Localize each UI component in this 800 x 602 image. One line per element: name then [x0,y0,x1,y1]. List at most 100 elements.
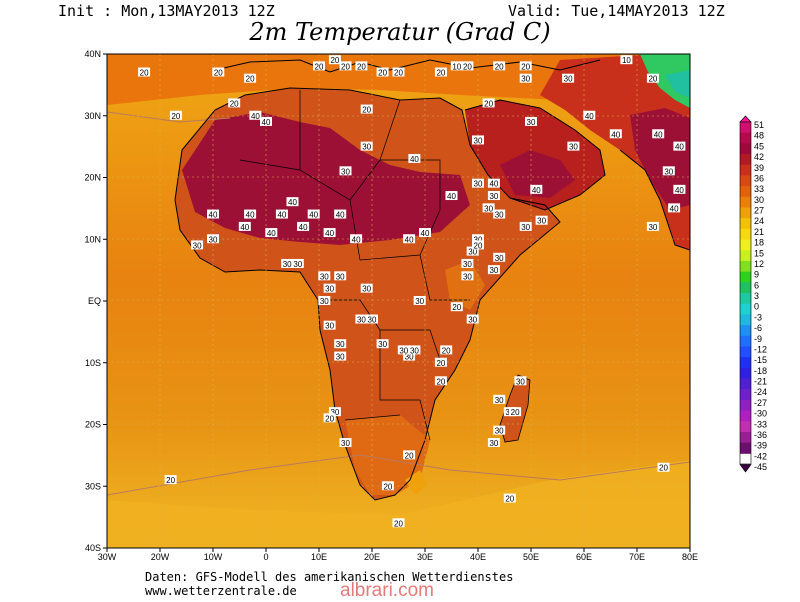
colorbar-label: 27 [754,206,764,216]
contour-label-box [472,234,484,244]
contour-label-box [355,314,368,324]
contour-label-box [138,67,151,77]
contour-label: 40 [288,198,297,207]
contour-label: 20 [659,464,668,473]
latitude-axis: 40N 30N 20N 10N EQ 10S 20S 30S 40S [84,49,107,553]
africa-coastline [174,87,561,501]
contour-label: 20 [521,62,530,71]
contour-label-box [328,55,341,65]
colorbar-label: 6 [754,280,759,290]
contour-label: 30 [463,272,472,281]
contour-label-box [360,104,373,114]
contour-label-box [313,61,325,71]
colorbar-top-arrow [739,115,752,123]
contour-label: 40 [585,112,594,121]
contour-label-box [519,61,532,71]
contour-label-box [334,339,347,349]
contour-label: 40 [421,229,430,238]
contour-label-box [350,234,363,244]
lon-tick-label: 20E [364,552,380,562]
colorbar-swatch [740,293,751,305]
contour-label: 30 [357,316,366,325]
temperature-zone-tibet-cold [640,54,690,108]
temperature-zone-tibet-cool [665,70,690,98]
contour-label: 30 [516,377,525,386]
contour-label-box [503,493,516,503]
contour-label-box [482,203,495,213]
contour-label: 20 [495,62,504,71]
contour-label: 20 [505,495,514,504]
contour-label: 40 [670,204,679,213]
contour-label-box [620,55,633,65]
lon-tick-label: 80E [682,552,698,562]
contour-label: 30 [495,396,504,405]
arabia-coastline [464,99,606,211]
contour-label: 30 [527,118,536,127]
contour-label: 40 [209,211,218,220]
contour-label-box [673,184,686,194]
contour-label: 30 [410,346,419,355]
contour-label: 30 [664,167,673,176]
contour-label: 30 [468,316,477,325]
colorbar-swatch [740,196,751,208]
contour-label: 20 [214,69,223,78]
contour-label: 30 [341,439,350,448]
colorbar-swatch [740,282,751,294]
contour-label: 40 [251,112,260,121]
colorbar-label: -15 [754,355,767,365]
colorbar-label: -9 [754,334,762,344]
contour-label-box [493,425,506,435]
contour-label: 30 [320,297,329,306]
colorbar-swatch [740,325,751,337]
contour-label-box [567,141,580,151]
colorbar-swatch [740,410,751,422]
contour-label: 20 [171,112,180,121]
colorbar-swatch [740,367,751,379]
contour-label: 20 [166,476,175,485]
contour-label-box [461,271,474,281]
contour-label: 30 [362,285,371,294]
contour-label-box [609,129,622,139]
contour-label-box [434,357,447,367]
contour-label: 20 [315,62,324,71]
colorbar-label: 30 [754,195,764,205]
colorbar-bottom-arrow [739,464,752,473]
contour-label: 30 [564,75,573,84]
lon-tick-label: 60E [576,552,592,562]
lon-tick-label: 40E [470,552,486,562]
contour-label: 10 [452,62,461,71]
colorbar-label: -27 [754,398,767,408]
contour-label-box [339,166,352,176]
contour-label: 30 [415,297,424,306]
contour-label-box [487,438,500,448]
contour-label: 40 [277,211,286,220]
india-coastline [619,149,690,251]
colorbar-label: -18 [754,366,767,376]
contour-label: 30 [193,241,202,250]
contour-label-box [493,61,506,71]
lon-tick-label: 30E [417,552,433,562]
contour-label: 30 [378,340,387,349]
colorbar-label: 48 [754,131,764,141]
contour-label-box [207,234,219,244]
temperature-zone-arabia-core [500,150,575,198]
contour-label-box [323,320,336,330]
colorbar-swatch [740,186,751,198]
contour-label-box [413,296,426,305]
contour-label-box [493,394,506,404]
contour-label: 30 [489,439,498,448]
colorbar-label: -33 [754,419,767,429]
contour-label: 40 [325,229,334,238]
colorbar-swatch [740,154,751,166]
contour-label-box [461,258,474,268]
colorbar-label: 12 [754,259,764,269]
contour-label-box [212,67,225,77]
contour-label: 40 [410,155,419,164]
colorbar: 51484542393633302724211815129630-3-6-9-1… [739,115,767,473]
contour-label: 20 [330,56,339,65]
contour-label: 20 [394,519,403,528]
longitude-axis: 30W 20W 10W 0 10E 20E 30E 40E 50E 60E 70E 80E [98,548,698,562]
contour-label: 30 [489,266,498,275]
colorbar-swatch [740,239,751,251]
contour-label: 20 [378,69,387,78]
